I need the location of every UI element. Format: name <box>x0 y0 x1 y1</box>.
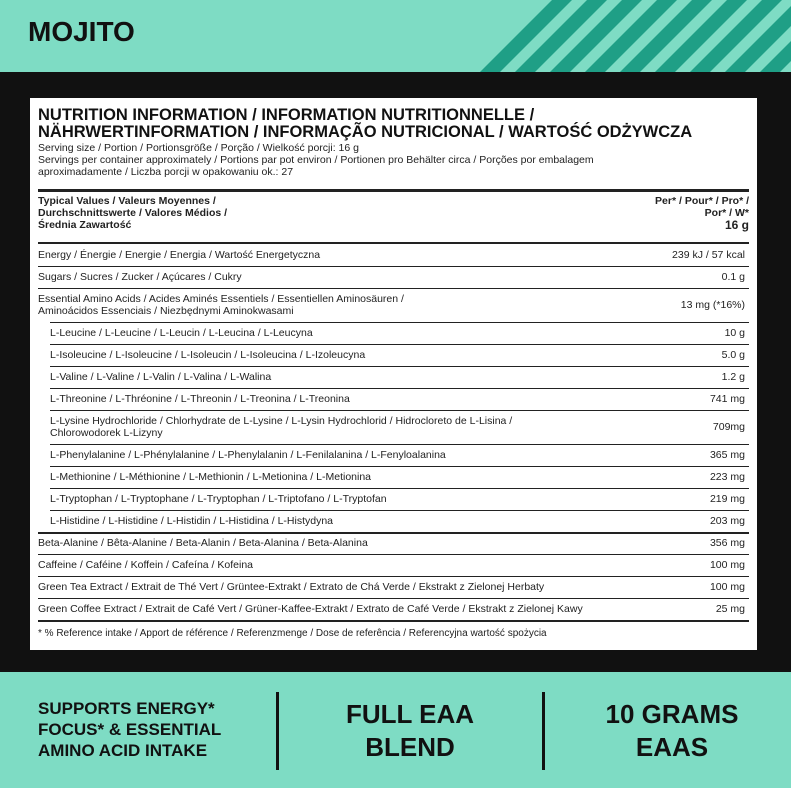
top-band: MOJITO <box>0 0 791 72</box>
row-value: 223 mg <box>709 471 745 483</box>
row-label: L-Lysine Hydrochloride / Chlorhydrate de… <box>50 415 513 427</box>
row-value: 219 mg <box>709 493 745 505</box>
nutrition-label: NUTRITION INFORMATION / INFORMATION NUTR… <box>30 98 757 650</box>
claim-text: BLEND <box>365 732 455 762</box>
header-right: Por* / W* <box>704 207 749 219</box>
row-value: 1.2 g <box>721 371 745 383</box>
rule <box>50 344 749 345</box>
header-right: Per* / Pour* / Pro* / <box>655 195 749 207</box>
row-value: 5.0 g <box>721 349 745 361</box>
rule <box>38 620 749 622</box>
row-label: Aminoácidos Essenciais / Niezbędnymi Ami… <box>38 305 294 317</box>
rule <box>38 266 749 267</box>
row-value: 0.1 g <box>721 271 745 283</box>
rule <box>38 532 749 534</box>
divider <box>276 692 279 770</box>
row-label: L-Valine / L-Valine / L-Valin / L-Valina… <box>50 371 272 383</box>
row-label: L-Threonine / L-Thréonine / L-Threonin /… <box>50 393 350 405</box>
claim-text: AMINO ACID INTAKE <box>38 741 208 760</box>
row-label: Chlorowodorek L-Lizyny <box>50 427 163 439</box>
rule <box>38 288 749 289</box>
row-label: L-Histidine / L-Histidine / L-Histidin /… <box>50 515 334 527</box>
row-value: 100 mg <box>709 581 745 593</box>
serving-info: Serving size / Portion / Portionsgröße /… <box>38 142 359 154</box>
row-value: 10 g <box>724 327 745 339</box>
claim-text: EAAS <box>635 732 709 762</box>
label-title: NUTRITION INFORMATION / INFORMATION NUTR… <box>38 106 535 124</box>
row-label: L-Leucine / L-Leucine / L-Leucin / L-Leu… <box>50 327 313 339</box>
claim-text: FOCUS* & ESSENTIAL <box>38 720 222 739</box>
rule <box>50 322 749 323</box>
serving-info: aproximadamente / Liczba porcji w opakow… <box>38 166 294 178</box>
row-value: 365 mg <box>709 449 745 461</box>
rule <box>38 576 749 577</box>
rule <box>50 444 749 445</box>
row-label: L-Isoleucine / L-Isoleucine / L-Isoleuci… <box>50 349 366 361</box>
row-label: L-Methionine / L-Méthionine / L-Methioni… <box>50 471 372 483</box>
stripes <box>480 0 791 72</box>
row-value: 203 mg <box>709 515 745 527</box>
header-right: 16 g <box>724 218 749 232</box>
claims-band: SUPPORTS ENERGY* FOCUS* & ESSENTIAL AMINO … <box>0 672 791 788</box>
rule <box>50 388 749 389</box>
product-title: MOJITO <box>28 16 135 47</box>
claim-text: 10 GRAMS <box>605 699 739 729</box>
row-label: Caffeine / Caféine / Koffein / Cafeína /… <box>38 559 254 571</box>
row-value: 356 mg <box>709 537 745 549</box>
claim-text: SUPPORTS ENERGY* <box>38 699 215 718</box>
footnote: * % Reference intake / Apport de référen… <box>38 628 547 639</box>
divider <box>542 692 545 770</box>
row-value: 100 mg <box>709 559 745 571</box>
serving-info: Servings per container approximately / P… <box>38 154 594 166</box>
header-left: Typical Values / Valeurs Moyennes / <box>38 195 216 207</box>
row-value: 709mg <box>712 421 745 433</box>
row-label: Beta-Alanine / Bêta-Alanine / Beta-Alani… <box>38 537 368 549</box>
row-label: Essential Amino Acids / Acides Aminés Es… <box>38 293 404 305</box>
rule <box>50 488 749 489</box>
rule <box>50 510 749 511</box>
row-value: 13 mg (*16%) <box>680 299 745 311</box>
rule <box>50 466 749 467</box>
rule <box>38 189 749 192</box>
header-left: Średnia Zawartość <box>38 219 132 231</box>
rule <box>38 242 749 244</box>
row-label: Green Coffee Extract / Extrait de Café V… <box>38 603 583 615</box>
row-label: Green Tea Extract / Extrait de Thé Vert … <box>38 581 545 593</box>
row-label: Energy / Énergie / Energie / Energia / W… <box>38 249 321 261</box>
row-value: 741 mg <box>709 393 745 405</box>
row-value: 239 kJ / 57 kcal <box>672 249 745 261</box>
rule <box>50 366 749 367</box>
rule <box>50 410 749 411</box>
row-value: 25 mg <box>715 603 745 615</box>
rule <box>38 598 749 599</box>
claim-text: FULL EAA <box>345 699 475 729</box>
row-label: L-Phenylalanine / L-Phénylalanine / L-Ph… <box>50 449 446 461</box>
header-left: Durchschnittswerte / Valores Médios / <box>38 207 228 219</box>
row-label: Sugars / Sucres / Zucker / Açúcares / Cu… <box>38 271 242 283</box>
rule <box>38 554 749 555</box>
row-label: L-Tryptophan / L-Tryptophane / L-Tryptop… <box>50 493 387 505</box>
label-title: NÄHRWERTINFORMATION / INFORMAÇÃO NUTRICI… <box>38 123 693 141</box>
